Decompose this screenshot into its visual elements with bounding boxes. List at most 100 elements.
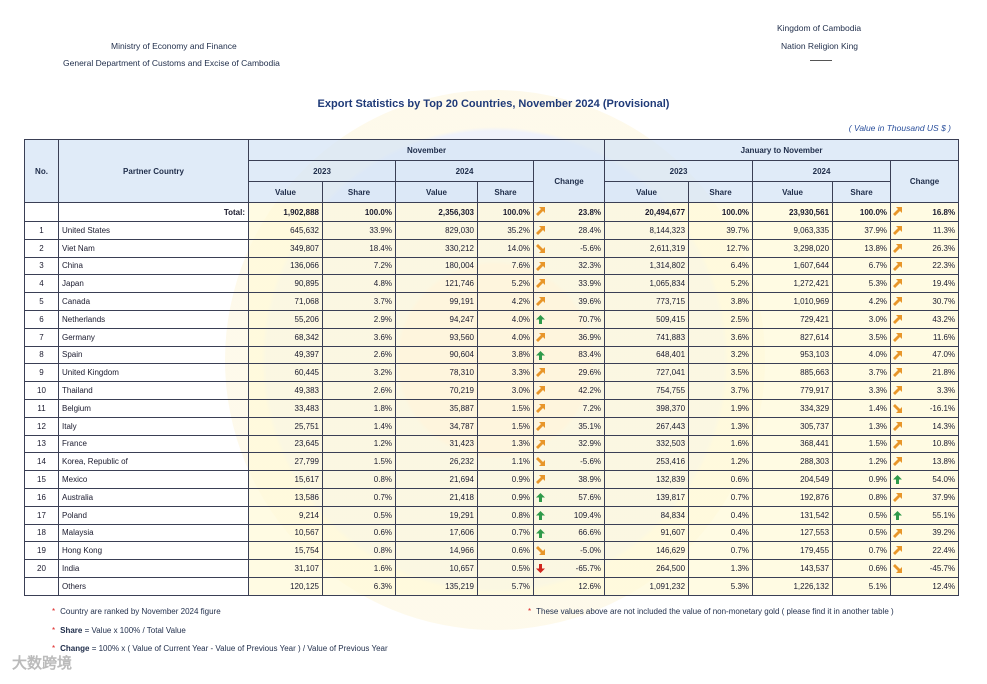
- change-cell: -5.0%: [532, 541, 606, 561]
- share-cell: 1.5%: [477, 416, 534, 436]
- change-cell: 33.9%: [532, 274, 606, 294]
- value-cell: 1,226,132: [752, 576, 834, 596]
- change-cell: 19.4%: [890, 274, 960, 294]
- statistics-table: No. Partner Country November January to …: [24, 139, 960, 596]
- share-cell: 0.9%: [832, 470, 892, 489]
- value-cell: 727,041: [604, 363, 690, 383]
- value-cell: 26,232: [395, 452, 478, 472]
- rank-cell: 8: [24, 345, 59, 365]
- value-cell: 267,443: [604, 416, 690, 436]
- share-cell: 0.5%: [322, 505, 396, 525]
- value-cell: 19,291: [395, 505, 478, 525]
- value-cell: 13,586: [248, 487, 323, 507]
- share-cell: 3.0%: [477, 381, 534, 400]
- rank-cell: 18: [24, 523, 59, 543]
- share-cell: 0.9%: [477, 487, 534, 507]
- trend-arrow: [536, 243, 545, 253]
- rank-cell: 7: [24, 327, 59, 347]
- no-cell: [24, 576, 59, 596]
- trend-arrow: [893, 439, 903, 449]
- value-cell: 180,004: [395, 256, 478, 276]
- country-row: 19 Hong Kong 15,754 0.8% 14,966 0.6% -5.0% 146,…: [24, 541, 960, 561]
- change-cell: -5.6%: [532, 238, 606, 258]
- value-cell: 729,421: [752, 309, 834, 329]
- share-cell: 5.2%: [688, 274, 754, 294]
- trend-arrow: [536, 457, 545, 467]
- country-row: 15 Mexico 15,617 0.8% 21,694 0.9% 38.9% 132,839…: [24, 470, 960, 489]
- value-cell: 31,423: [395, 434, 478, 454]
- country-cell: Belgium: [58, 398, 249, 418]
- value-cell: 192,876: [752, 487, 834, 507]
- change-cell: 30.7%: [890, 292, 960, 311]
- value-cell: 179,455: [752, 541, 834, 561]
- year-header: 2023: [248, 160, 396, 182]
- rank-cell: 10: [24, 381, 59, 400]
- share-cell: 0.9%: [477, 470, 534, 489]
- value-cell: 27,799: [248, 452, 323, 472]
- trend-arrow: [893, 297, 903, 307]
- country-cell: Others: [58, 576, 249, 596]
- country-cell: Netherlands: [58, 309, 249, 329]
- trend-arrow: [536, 207, 545, 216]
- trend-arrow: [893, 261, 903, 271]
- rank-cell: 2: [24, 238, 59, 258]
- value-cell: 264,500: [604, 559, 690, 578]
- rank-cell: 16: [24, 487, 59, 507]
- country-cell: Thailand: [58, 381, 249, 400]
- trend-arrow: [536, 528, 545, 538]
- year-header: 2024: [395, 160, 534, 182]
- trend-arrow: [893, 546, 903, 556]
- change-cell: 83.4%: [532, 345, 606, 365]
- change-cell: 70.7%: [532, 309, 606, 329]
- change-header: Change: [532, 160, 606, 203]
- note-change: * Change = 100% x ( Value of Current Year…: [52, 644, 388, 653]
- value-cell: 398,370: [604, 398, 690, 418]
- change-cell: 47.0%: [890, 345, 960, 365]
- change-cell: 55.1%: [890, 505, 960, 525]
- country-cell: Malaysia: [58, 523, 249, 543]
- value-cell: 1,607,644: [752, 256, 834, 276]
- country-cell: Spain: [58, 345, 249, 365]
- kingdom-line: Kingdom of Cambodia: [777, 23, 862, 33]
- country-cell: Italy: [58, 416, 249, 436]
- trend-arrow: [536, 297, 545, 307]
- share-cell: 100.0%: [688, 202, 754, 222]
- share-cell: 1.4%: [322, 416, 396, 436]
- share-cell: 0.6%: [477, 541, 534, 561]
- change-cell: 21.8%: [890, 363, 960, 383]
- trend-arrow: [893, 421, 903, 431]
- share-cell: 3.2%: [688, 345, 754, 365]
- rank-cell: 6: [24, 309, 59, 329]
- change-cell: 54.0%: [890, 470, 960, 489]
- country-cell: Korea, Republic of: [58, 452, 249, 472]
- unit-note: ( Value in Thousand US $ ): [848, 123, 951, 133]
- trend-arrow: [536, 332, 545, 342]
- value-cell: 645,632: [248, 221, 323, 240]
- share-cell: 1.1%: [477, 452, 534, 472]
- rank-cell: 12: [24, 416, 59, 436]
- value-cell: 829,030: [395, 221, 478, 240]
- value-cell: 94,247: [395, 309, 478, 329]
- rank-cell: 17: [24, 505, 59, 525]
- share-cell: 0.8%: [477, 505, 534, 525]
- value-cell: 334,329: [752, 398, 834, 418]
- trend-arrow: [893, 368, 903, 378]
- trend-arrow: [536, 314, 545, 324]
- change-cell: 66.6%: [532, 523, 606, 543]
- trend-arrow: [893, 564, 903, 574]
- trend-arrow: [536, 279, 545, 289]
- rank-cell: 13: [24, 434, 59, 454]
- share-cell: 3.8%: [688, 292, 754, 311]
- country-row: 16 Australia 13,586 0.7% 21,418 0.9% 57.6% 139,…: [24, 487, 960, 507]
- change-cell: 32.3%: [532, 256, 606, 276]
- share-cell: 2.6%: [322, 345, 396, 365]
- value-cell: 953,103: [752, 345, 834, 365]
- share-cell: 7.6%: [477, 256, 534, 276]
- trend-arrow: [536, 403, 545, 413]
- share-cell: 1.3%: [832, 416, 892, 436]
- value-cell: 23,930,561: [752, 202, 834, 222]
- rank-cell: 3: [24, 256, 59, 276]
- note-ranking: * Country are ranked by November 2024 fig…: [52, 607, 221, 616]
- share-cell: 3.2%: [322, 363, 396, 383]
- trend-arrow: [536, 261, 545, 271]
